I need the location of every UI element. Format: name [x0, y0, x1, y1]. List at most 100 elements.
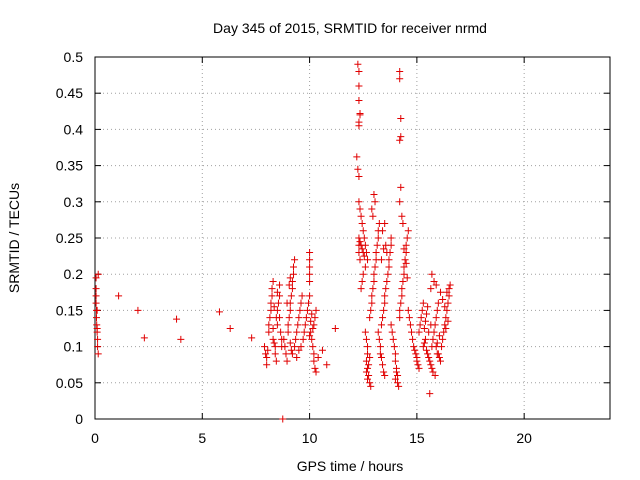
- data-point: [361, 263, 369, 271]
- data-point: [418, 306, 426, 314]
- data-point: [273, 306, 281, 314]
- data-point: [429, 368, 437, 376]
- data-point: [403, 234, 411, 242]
- data-point: [374, 234, 382, 242]
- data-point: [379, 361, 387, 369]
- data-point: [226, 325, 234, 332]
- data-point: [424, 350, 432, 358]
- data-point: [404, 227, 412, 235]
- data-point: [299, 335, 307, 343]
- data-point: [285, 281, 293, 289]
- data-point: [415, 364, 423, 372]
- data-point: [433, 339, 441, 347]
- data-point: [92, 292, 100, 300]
- data-point: [309, 343, 317, 351]
- data-point: [286, 339, 294, 347]
- data-point: [370, 277, 378, 285]
- data-point: [354, 60, 362, 68]
- data-point: [366, 379, 374, 387]
- data-point: [443, 306, 451, 314]
- data-point: [358, 277, 366, 285]
- y-tick-label: 0.05: [56, 375, 83, 391]
- data-point: [288, 277, 296, 285]
- data-point: [381, 372, 389, 380]
- data-point: [271, 343, 279, 351]
- data-point: [367, 382, 375, 390]
- data-point: [323, 361, 331, 369]
- data-point: [379, 227, 387, 235]
- data-point: [266, 314, 274, 322]
- y-tick-label: 0.25: [56, 230, 83, 246]
- data-point: [285, 314, 293, 322]
- data-point: [376, 343, 384, 351]
- data-point: [355, 96, 363, 104]
- data-point: [262, 350, 270, 358]
- data-point: [441, 303, 449, 311]
- data-point: [396, 136, 404, 144]
- data-point: [360, 252, 368, 260]
- data-point: [287, 346, 295, 354]
- data-point: [286, 306, 294, 314]
- data-point: [400, 270, 408, 278]
- data-point: [429, 335, 437, 343]
- data-point: [93, 314, 101, 322]
- y-tick-label: 0.4: [64, 121, 84, 137]
- data-point: [397, 299, 405, 307]
- x-tick-labels: 0 5 10 15 20: [91, 430, 532, 446]
- data-point: [382, 285, 390, 293]
- data-point: [414, 361, 422, 369]
- data-point: [311, 364, 319, 372]
- data-point: [94, 270, 102, 278]
- data-point: [293, 353, 301, 361]
- data-point: [442, 314, 450, 322]
- x-tick-label: 0: [91, 430, 99, 446]
- data-point: [274, 299, 282, 307]
- data-point: [283, 357, 291, 365]
- data-point: [405, 314, 413, 322]
- data-point: [380, 306, 388, 314]
- data-point: [385, 256, 393, 264]
- data-point: [403, 274, 411, 282]
- data-point: [430, 277, 438, 285]
- data-point: [366, 353, 374, 361]
- data-point: [280, 335, 288, 343]
- data-point: [380, 368, 388, 376]
- data-point: [396, 314, 404, 322]
- data-point: [436, 357, 444, 365]
- data-point: [383, 248, 391, 256]
- data-point: [396, 67, 404, 75]
- data-point: [369, 212, 377, 220]
- data-point: [371, 263, 379, 271]
- data-point: [269, 335, 277, 343]
- data-point: [270, 339, 278, 347]
- data-point: [445, 285, 453, 293]
- data-point: [391, 357, 399, 365]
- data-point: [385, 263, 393, 271]
- data-point: [261, 343, 269, 351]
- data-point: [391, 350, 399, 358]
- data-point: [365, 372, 373, 380]
- grid-lines: [94, 56, 610, 420]
- data-point: [443, 288, 451, 296]
- data-point: [420, 339, 428, 347]
- data-point: [413, 357, 421, 365]
- data-point: [377, 353, 385, 361]
- data-point: [377, 256, 385, 264]
- y-tick-label: 0.15: [56, 302, 83, 318]
- data-point: [355, 234, 363, 242]
- data-point: [368, 299, 376, 307]
- data-point: [395, 382, 403, 390]
- data-point: [306, 277, 314, 285]
- data-point: [415, 328, 423, 336]
- data-point: [307, 317, 315, 325]
- data-point: [425, 328, 433, 336]
- data-point: [264, 346, 272, 354]
- data-point: [294, 321, 302, 329]
- data-point: [368, 292, 376, 300]
- data-point: [401, 256, 409, 264]
- y-tick-label: 0.5: [64, 49, 84, 65]
- data-point: [302, 314, 310, 322]
- data-point: [265, 321, 273, 329]
- data-point: [361, 328, 369, 336]
